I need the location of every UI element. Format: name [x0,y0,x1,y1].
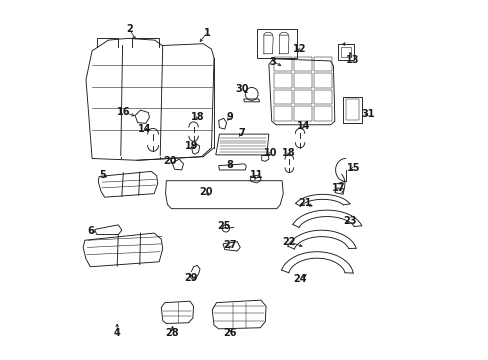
Text: 14: 14 [296,121,309,131]
Bar [313,107,331,121]
Text: 9: 9 [225,112,232,122]
Text: 13: 13 [346,55,359,65]
Bar [273,107,291,121]
Bar [340,46,351,57]
Text: 14: 14 [138,124,151,134]
Text: 26: 26 [223,328,236,338]
Bar [293,57,311,71]
Text: 1: 1 [203,28,210,38]
Text: 2: 2 [126,24,133,35]
Bar [313,57,331,71]
Bar [273,57,291,71]
Text: 19: 19 [185,141,199,151]
Text: 7: 7 [238,128,244,138]
Bar [313,90,331,104]
Bar [293,73,311,88]
Text: 3: 3 [269,57,276,67]
Bar [273,73,291,88]
Bar [293,90,311,104]
Text: 11: 11 [249,170,263,180]
Bar [273,90,291,104]
Bar [338,44,353,59]
Text: 18: 18 [282,148,295,158]
Text: 6: 6 [87,226,94,236]
Text: 21: 21 [298,198,311,208]
Text: 18: 18 [190,112,204,122]
Text: 5: 5 [99,170,106,180]
Text: 17: 17 [332,183,345,193]
Text: 20: 20 [163,156,176,166]
Bar [257,29,296,58]
Bar [313,73,331,88]
Text: 10: 10 [263,148,277,158]
Text: 16: 16 [117,107,130,117]
Bar [293,107,311,121]
Text: 27: 27 [223,240,236,250]
Bar [345,99,359,121]
Text: 4: 4 [114,328,121,338]
Text: 8: 8 [226,160,233,170]
Bar [343,97,361,123]
Text: 24: 24 [292,274,306,284]
Text: 29: 29 [184,273,198,283]
Text: 30: 30 [235,84,248,94]
Text: 15: 15 [346,163,360,173]
Text: 20: 20 [199,187,213,197]
Text: 25: 25 [217,221,230,230]
Text: 22: 22 [282,237,295,247]
Text: 31: 31 [361,109,375,120]
Text: 12: 12 [293,44,306,54]
Text: 23: 23 [343,216,356,225]
Text: 28: 28 [165,328,179,338]
